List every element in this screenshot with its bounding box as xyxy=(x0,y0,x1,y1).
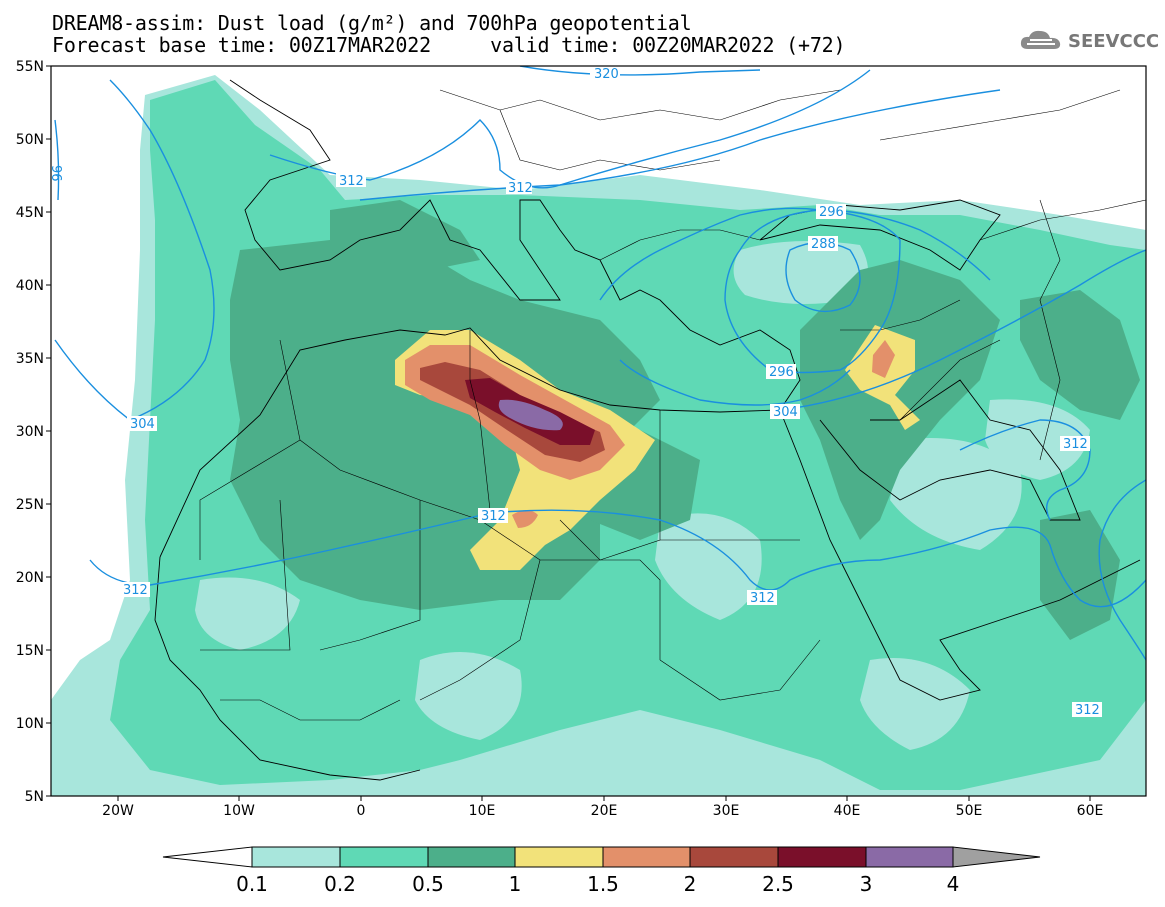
colorbar-label-0-5: 0.5 xyxy=(412,872,444,896)
colorbar-swatch-1 xyxy=(514,846,604,868)
lon-label-10w: 10W xyxy=(223,803,255,819)
light-dust-patch-arabia xyxy=(890,438,1022,550)
lat-label-40n: 40N xyxy=(16,278,44,294)
colorbar-over-arrow xyxy=(952,846,1041,868)
colorbar-swatch-0-1 xyxy=(251,846,341,868)
lon-label-30e: 30E xyxy=(713,803,740,819)
colorbar-label-2: 2 xyxy=(684,872,697,896)
contour-312-north xyxy=(269,69,871,189)
contour-label-304-levant: 304 xyxy=(773,405,798,420)
colorbar-swatch-1-5 xyxy=(602,846,691,868)
colorbar-label-0-2: 0.2 xyxy=(324,872,356,896)
contour-96 xyxy=(54,119,60,201)
lat-label-20n: 20N xyxy=(16,570,44,586)
dust-level-1-5-iraq xyxy=(872,340,895,378)
colorbar xyxy=(162,846,1041,868)
contour-label-312-sahara: 312 xyxy=(481,509,506,524)
lat-label-55n: 55N xyxy=(16,59,44,75)
forecast-time-subtitle: Forecast base time: 00Z17MAR2022 valid t… xyxy=(52,33,846,57)
contour-312-east xyxy=(1098,479,1146,661)
colorbar-label-3: 3 xyxy=(860,872,873,896)
colorbar-swatch-0-5 xyxy=(427,846,516,868)
colorbar-swatch-0-2 xyxy=(339,846,429,868)
lat-label-50n: 50N xyxy=(16,132,44,148)
lat-label-45n: 45N xyxy=(16,205,44,221)
lat-label-25n: 25N xyxy=(16,497,44,513)
light-dust-patch-west xyxy=(195,577,300,650)
contour-label-312-north: 312 xyxy=(339,174,364,189)
contour-label-96: 96 xyxy=(48,165,63,182)
contour-label-288: 288 xyxy=(811,237,836,252)
latitude-ticks xyxy=(46,65,51,797)
lat-label-10n: 10N xyxy=(16,716,44,732)
lon-label-40e: 40E xyxy=(834,803,861,819)
contour-label-312-adriatic: 312 xyxy=(508,181,533,196)
lon-label-20e: 20E xyxy=(591,803,618,819)
contour-296-north xyxy=(599,207,991,406)
contour-312-south xyxy=(89,509,1146,608)
contour-label-312-gulf: 312 xyxy=(1063,437,1088,452)
lat-label-15n: 15N xyxy=(16,643,44,659)
colorbar-label-4: 4 xyxy=(947,872,960,896)
lon-label-60e: 60E xyxy=(1077,803,1104,819)
dust-level-3-libya xyxy=(498,399,563,431)
colorbar-label-0-1: 0.1 xyxy=(236,872,268,896)
country-borders xyxy=(199,89,1146,721)
colorbar-swatch-2 xyxy=(689,846,779,868)
lat-label-35n: 35N xyxy=(16,351,44,367)
latitude-labels: 55N 50N 45N 40N 35N 30N 25N 20N 15N 10N … xyxy=(16,59,44,805)
light-dust-patch-horn xyxy=(860,658,970,750)
contour-304-east xyxy=(779,249,1146,411)
longitude-labels: 20W 10W 0 10E 20E 30E 40E 50E 60E xyxy=(102,803,1103,819)
dust-level-1-5-south xyxy=(512,510,538,528)
contour-labels: 320 312 312 296 288 296 304 304 312 312 … xyxy=(48,66,1102,718)
contour-label-296-north: 296 xyxy=(819,205,844,220)
dust-level-0-5-persia xyxy=(1020,290,1140,420)
lon-label-10e: 10E xyxy=(469,803,496,819)
longitude-ticks xyxy=(117,796,1091,801)
colorbar-swatch-3 xyxy=(865,846,954,868)
seevccc-logo: SEEVCCC xyxy=(1018,28,1159,54)
map-title: DREAM8-assim: Dust load (g/m²) and 700hP… xyxy=(52,11,692,35)
lat-label-30n: 30N xyxy=(16,424,44,440)
lat-label-5n: 5N xyxy=(25,789,44,805)
contour-label-312-west: 312 xyxy=(123,583,148,598)
lon-label-20w: 20W xyxy=(102,803,134,819)
colorbar-labels: 0.1 0.2 0.5 1 1.5 2 2.5 3 4 xyxy=(236,872,959,896)
contour-label-312-sea: 312 xyxy=(1075,703,1100,718)
contour-label-296-south: 296 xyxy=(769,365,794,380)
colorbar-label-2-5: 2.5 xyxy=(762,872,794,896)
colorbar-label-1: 1 xyxy=(509,872,522,896)
lon-label-50e: 50E xyxy=(956,803,983,819)
contour-304-north xyxy=(359,89,1001,201)
colorbar-label-1-5: 1.5 xyxy=(587,872,619,896)
contour-label-312-sudan: 312 xyxy=(750,591,775,606)
logo-text: SEEVCCC xyxy=(1068,30,1160,52)
light-dust-patch-turkey xyxy=(733,241,868,304)
dust-level-0-5-med xyxy=(330,200,480,270)
colorbar-under-arrow xyxy=(162,846,253,868)
contour-304-south xyxy=(54,79,215,421)
contour-label-320: 320 xyxy=(594,67,619,82)
light-dust-patch-sahel xyxy=(415,652,522,740)
contour-label-304-atlantic: 304 xyxy=(130,417,155,432)
colorbar-swatch-2-5 xyxy=(777,846,867,868)
lon-label-0: 0 xyxy=(357,803,366,819)
dust-load-field: 320 312 312 296 288 296 304 304 312 312 … xyxy=(48,66,1146,796)
cloud-icon xyxy=(1020,30,1061,49)
